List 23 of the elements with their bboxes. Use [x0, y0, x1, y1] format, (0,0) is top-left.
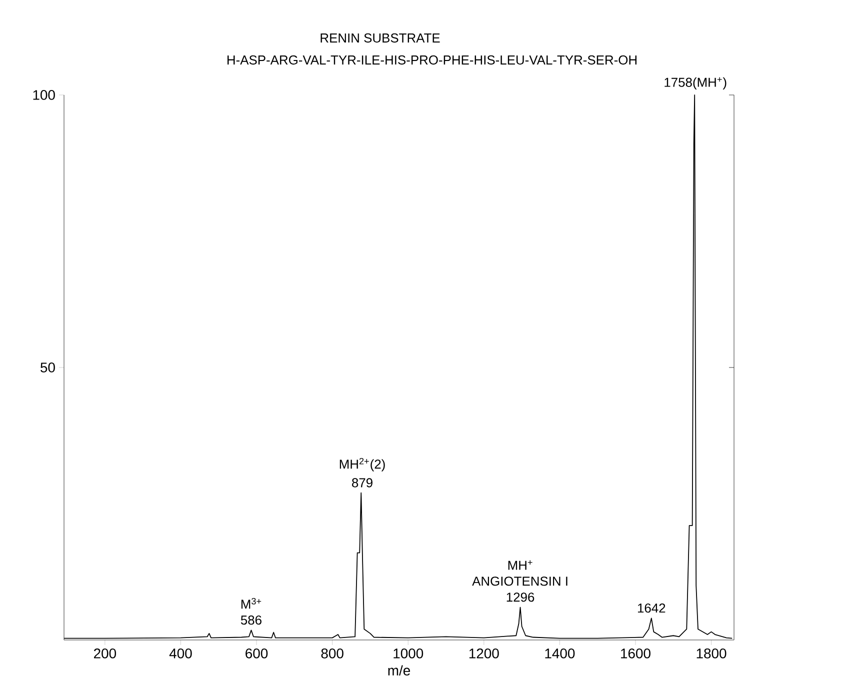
annotation: 1758(MH$^{+}$): [664, 77, 726, 90]
x-tick-label: 200: [94, 648, 116, 658]
x-tick-label: 1200: [469, 648, 499, 658]
y-tick-label: 100: [33, 90, 55, 100]
x-axis-title: m/e: [388, 665, 410, 676]
annotation: 879: [352, 478, 372, 488]
annotation: MH$^{2+}$(2): [340, 458, 385, 472]
x-tick-label: 600: [246, 648, 268, 658]
annotation: M$^{3+}$: [241, 598, 262, 609]
chart-title: RENIN SUBSTRATE: [320, 33, 440, 43]
x-tick-label: 1800: [696, 648, 726, 658]
x-tick-label: 400: [169, 648, 192, 658]
annotation: MH$^{+}$: [508, 560, 532, 570]
chart-subtitle: H-ASP-ARG-VAL-TYR-ILE-HIS-PRO-PHE-HIS-LEU-VAL-TYR-SER-OH: [228, 55, 636, 65]
y-tick-label: 50: [40, 362, 55, 372]
annotation: 1296: [506, 592, 534, 602]
annotation: 586: [240, 615, 262, 625]
x-tick-label: 1400: [545, 648, 575, 658]
annotation: 1642: [638, 603, 666, 613]
x-tick-label: 800: [321, 648, 344, 658]
annotation: ANGIOTENSIN I: [472, 576, 568, 586]
x-tick-label: 1000: [394, 648, 424, 658]
x-tick-label: 1600: [621, 648, 650, 658]
